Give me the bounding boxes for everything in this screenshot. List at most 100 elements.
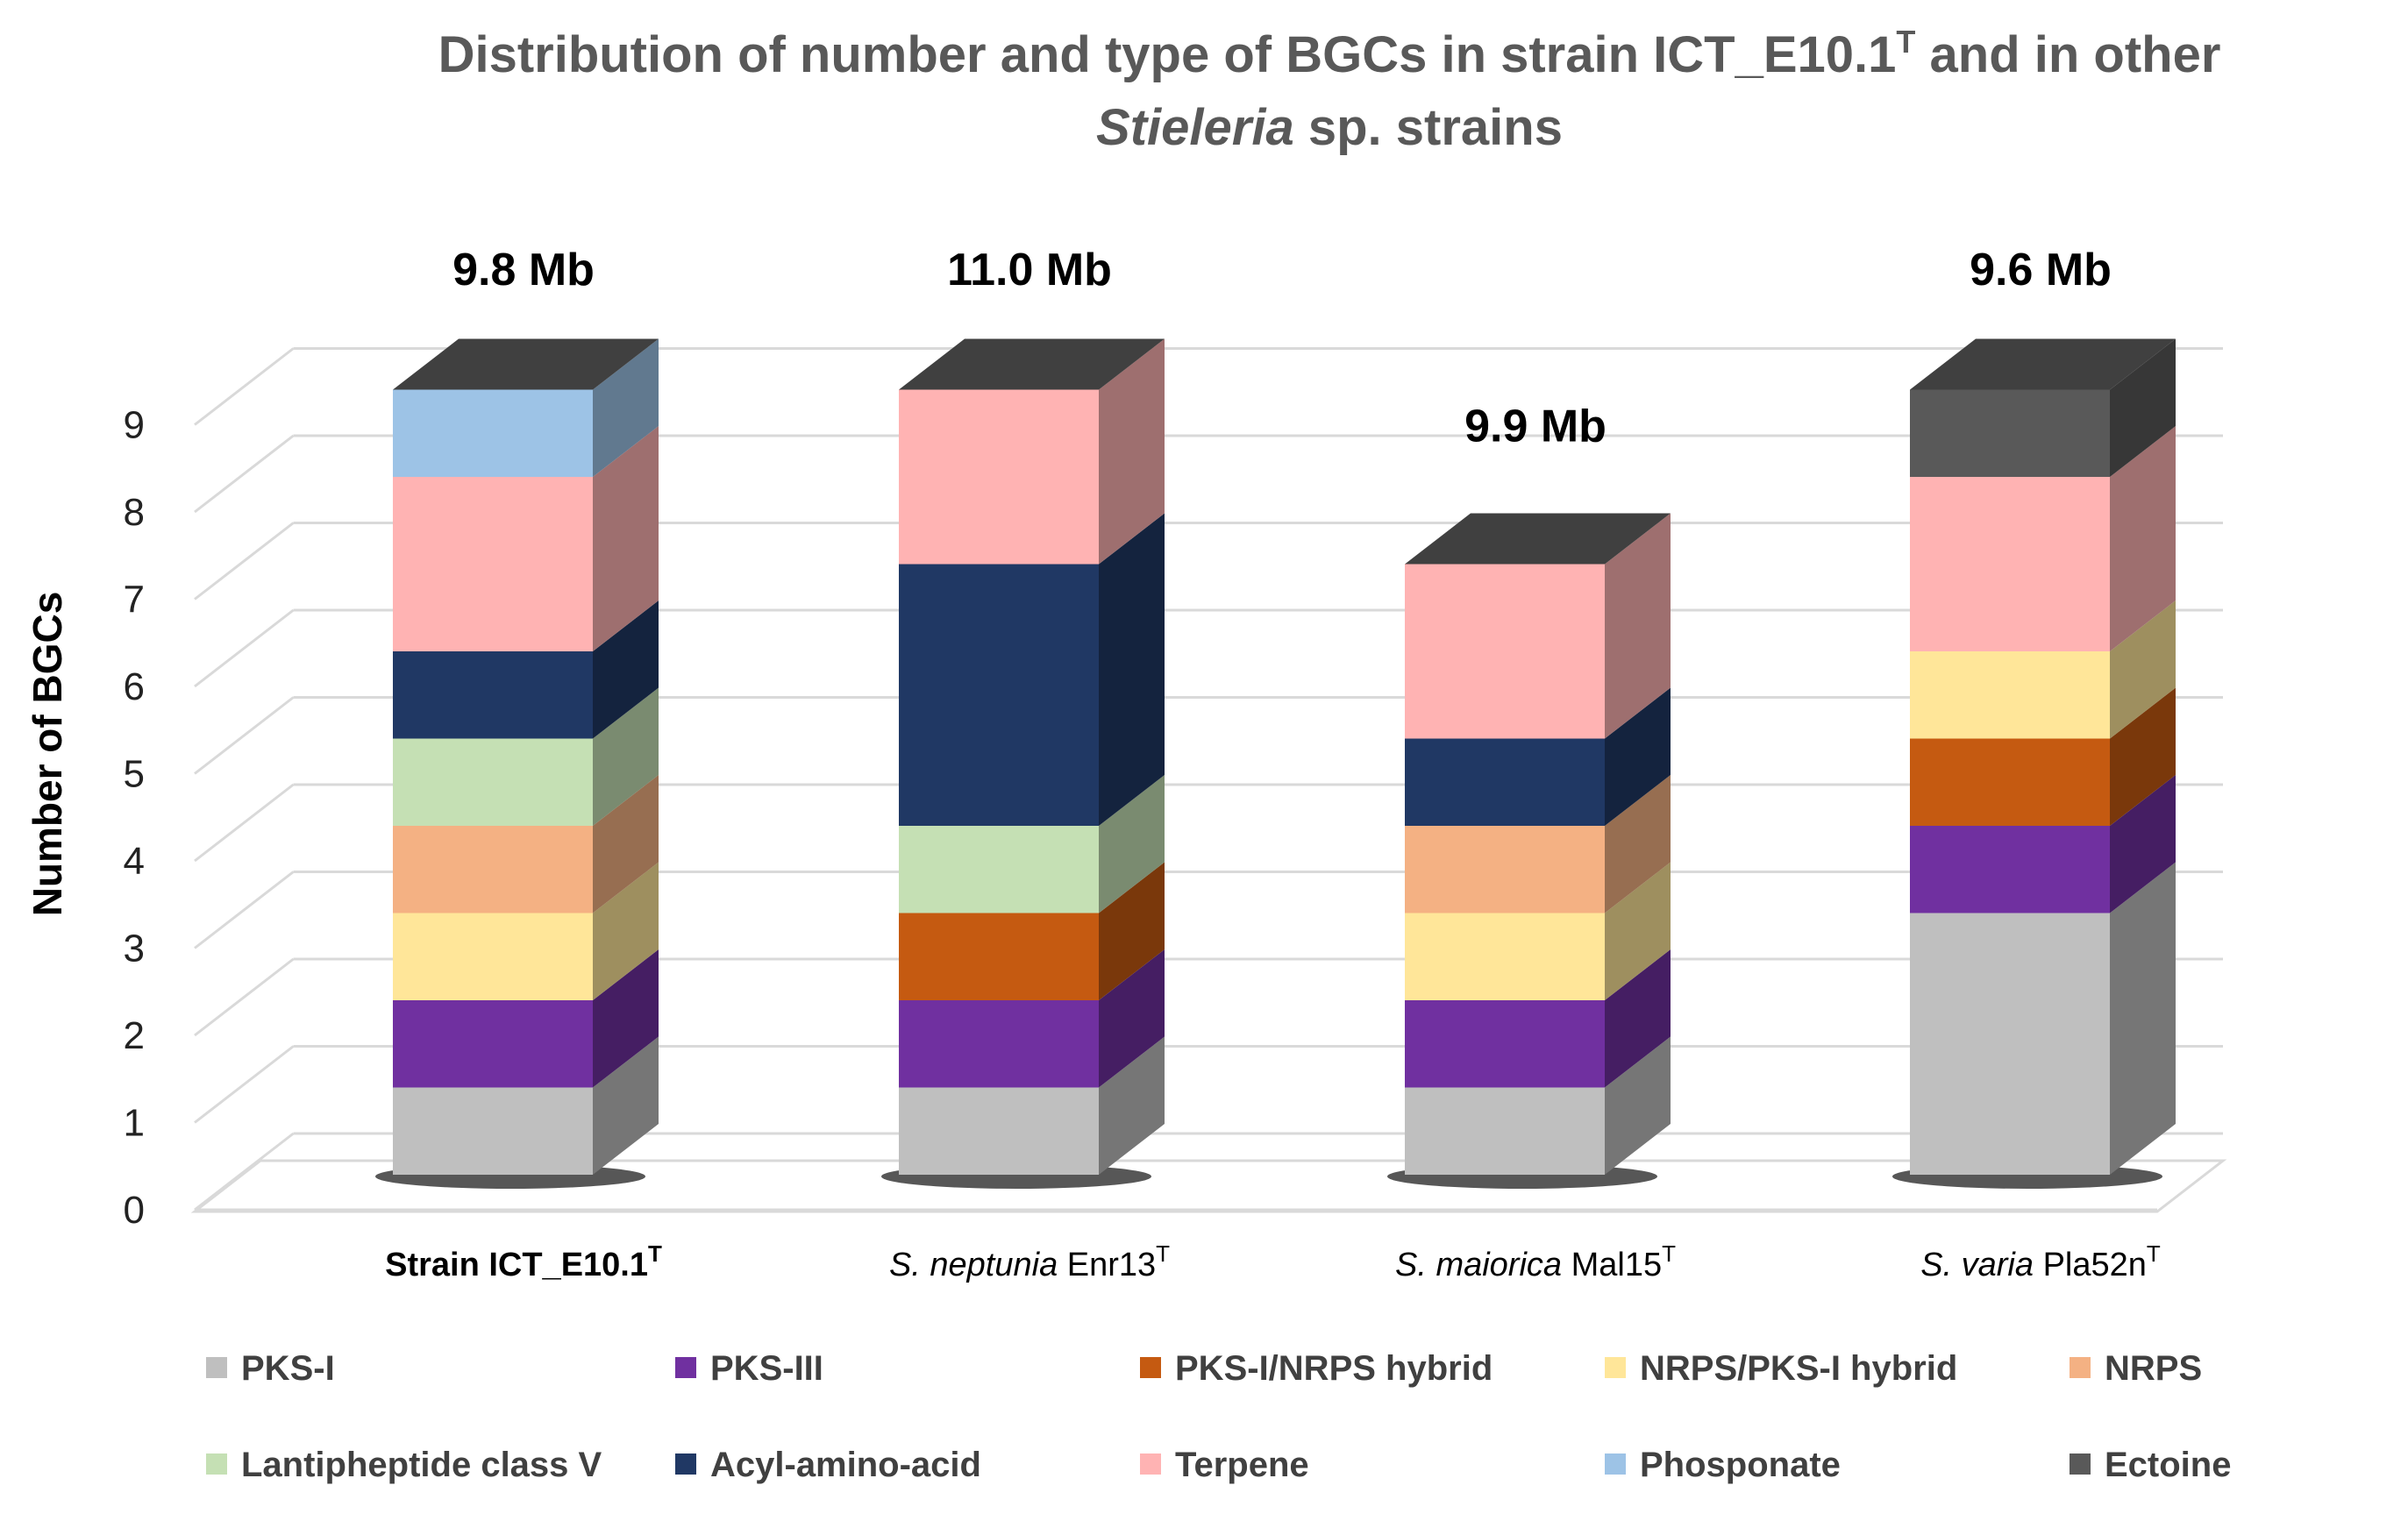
bar-top-face — [1405, 513, 1671, 565]
legend-item-6: Acyl-amino-acid — [675, 1446, 981, 1484]
bar-side-lantipheptide-class-v — [593, 687, 659, 826]
legend-item-9: Ectoine — [2070, 1446, 2231, 1484]
genome-size-0: 9.8 Mb — [452, 245, 595, 295]
genome-size-3: 9.6 Mb — [1970, 245, 2112, 295]
bar-side-pks-iii — [1099, 949, 1165, 1088]
legend-label: Ectoine — [2105, 1446, 2231, 1484]
legend-label: NRPS — [2105, 1349, 2202, 1388]
gridline-diag-4 — [194, 783, 295, 863]
bar-segment-pks-iii — [1910, 826, 2110, 913]
y-tick-3: 3 — [124, 928, 145, 970]
legend-label: PKS-I — [241, 1349, 335, 1388]
bar-side-pks-i — [593, 1036, 659, 1175]
legend: PKS-I PKS-III PKS-I/NRPS hybrid NRPS/PKS-I … — [206, 1349, 2231, 1484]
legend-item-8: Phosponate — [1605, 1446, 1841, 1484]
title-line1-sup: T — [1896, 24, 1915, 60]
bar-segment-pks-i-nrps-hybrid — [899, 913, 1099, 1000]
bar-segment-pks-i — [393, 1087, 593, 1175]
y-tick-2: 2 — [124, 1014, 145, 1057]
bar-side-terpene — [2110, 426, 2176, 651]
bars — [375, 338, 2176, 1189]
legend-label: Acyl-amino-acid — [710, 1446, 981, 1484]
bar-side-phosponate — [593, 338, 659, 477]
genome-size-2: 9.9 Mb — [1464, 402, 1607, 452]
bar-segment-pks-i — [1405, 1087, 1605, 1175]
bar-stack-3 — [1892, 338, 2176, 1189]
legend-item-2: PKS-I/NRPS hybrid — [1140, 1349, 1493, 1388]
bar-stack-0 — [375, 338, 659, 1189]
bar-segment-lantipheptide-class-v — [899, 826, 1099, 913]
legend-swatch — [206, 1357, 227, 1378]
bar-segment-ectoine — [1910, 389, 2110, 477]
y-tick-5: 5 — [124, 753, 145, 796]
bar-segment-nrps-pks-i-hybrid — [1910, 651, 2110, 739]
bar-segment-nrps — [1405, 826, 1605, 913]
legend-item-4: NRPS — [2070, 1349, 2202, 1388]
bar-segment-terpene — [393, 477, 593, 651]
y-tick-1: 1 — [124, 1102, 145, 1145]
legend-swatch — [1140, 1453, 1161, 1475]
legend-item-1: PKS-III — [675, 1349, 823, 1388]
bar-side-pks-i — [1605, 1036, 1671, 1175]
bar-side-pks-iii — [593, 949, 659, 1088]
gridline-diag-0 — [194, 1132, 295, 1212]
legend-swatch — [675, 1453, 696, 1475]
bar-segment-pks-i — [1910, 913, 2110, 1175]
title-line2-rest: sp. strains — [1294, 99, 1563, 156]
y-tick-0: 0 — [124, 1189, 145, 1232]
y-tick-4: 4 — [124, 840, 145, 883]
bar-segment-acyl-amino-acid — [393, 651, 593, 739]
bar-segment-pks-iii — [393, 1000, 593, 1088]
chart-floor — [190, 1159, 2227, 1213]
bar-side-pks-iii — [1605, 949, 1671, 1088]
chart-title-line2: Stieleria sp. strains — [1096, 99, 1563, 156]
chart-title-line1: Distribution of number and type of BGCs … — [438, 24, 2221, 83]
chart-title: Distribution of number and type of BGCs … — [438, 24, 2221, 156]
bar-segment-acyl-amino-acid — [1405, 738, 1605, 826]
bar-segment-acyl-amino-acid — [899, 564, 1099, 826]
bar-side-pks-iii — [2110, 775, 2176, 913]
y-tick-8: 8 — [124, 491, 145, 534]
bar-side-acyl-amino-acid — [593, 601, 659, 739]
gridline-diag-9 — [194, 347, 295, 426]
category-labels: Strain ICT_E10.1T S. neptunia Enr13T S. ma… — [385, 1240, 2161, 1283]
bar-segment-pks-i — [899, 1087, 1099, 1175]
bar-segment-pks-iii — [899, 1000, 1099, 1088]
bar-segment-nrps — [393, 826, 593, 913]
y-tick-7: 7 — [124, 579, 145, 622]
bar-side-pks-i — [2110, 862, 2176, 1175]
category-label-1: S. neptunia Enr13T — [889, 1240, 1170, 1283]
gridline-diag-3 — [194, 871, 295, 949]
bar-side-pks-i-nrps-hybrid — [1099, 862, 1165, 1000]
bar-side-nrps-pks-i-hybrid — [2110, 601, 2176, 739]
bar-top-face — [1910, 338, 2176, 390]
legend-item-5: Lantipheptide class V — [206, 1446, 602, 1484]
bar-segment-pks-iii — [1405, 1000, 1605, 1088]
bar-side-acyl-amino-acid — [1605, 687, 1671, 826]
bar-segment-terpene — [1405, 564, 1605, 739]
bar-segment-lantipheptide-class-v — [393, 738, 593, 826]
genome-size-labels: 9.8 Mb 11.0 Mb 9.9 Mb 9.6 Mb — [452, 245, 2112, 452]
bar-segment-terpene — [1910, 477, 2110, 651]
gridline-diag-5 — [194, 696, 295, 775]
bar-side-lantipheptide-class-v — [1099, 775, 1165, 913]
legend-swatch — [206, 1453, 227, 1475]
gridline-diag-1 — [194, 1045, 295, 1124]
category-label-2: S. maiorica Mal15T — [1395, 1240, 1676, 1283]
legend-swatch — [675, 1357, 696, 1378]
legend-swatch — [2070, 1357, 2091, 1378]
y-tick-6: 6 — [124, 665, 145, 708]
legend-label: PKS-III — [710, 1349, 823, 1388]
bar-side-ectoine — [2110, 338, 2176, 477]
legend-swatch — [2070, 1453, 2091, 1475]
bar-side-nrps — [1605, 775, 1671, 913]
legend-item-0: PKS-I — [206, 1349, 335, 1388]
bar-segment-terpene — [899, 389, 1099, 565]
legend-swatch — [1140, 1357, 1161, 1378]
bar-segment-nrps-pks-i-hybrid — [393, 913, 593, 1000]
legend-label: NRPS/PKS-I hybrid — [1640, 1349, 1957, 1388]
gridline-diag-7 — [194, 522, 295, 601]
bar-side-pks-i-nrps-hybrid — [2110, 687, 2176, 826]
legend-swatch — [1605, 1453, 1626, 1475]
legend-label: Phosponate — [1640, 1446, 1841, 1484]
